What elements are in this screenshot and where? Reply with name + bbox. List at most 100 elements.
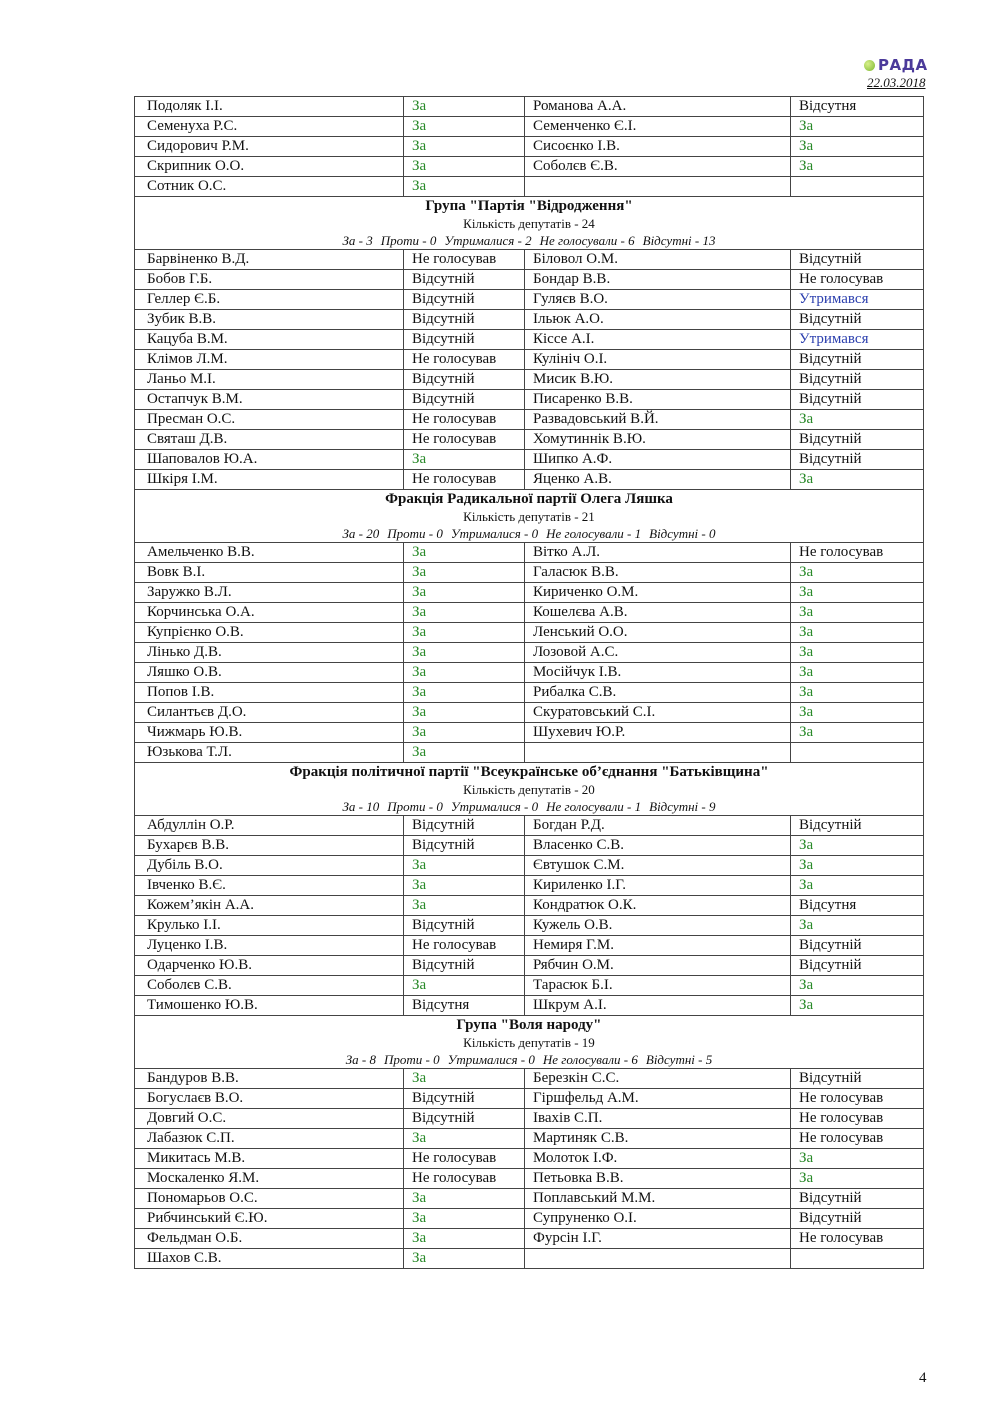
deputy-name: Вітко А.Л. [524, 542, 791, 563]
page-number: 4 [919, 1370, 927, 1386]
deputy-name: Рибалка С.В. [524, 682, 791, 703]
deputy-name: Кіссе А.І. [524, 329, 791, 350]
deputy-vote: Відсутній [403, 955, 525, 976]
deputy-name: Купрієнко О.В. [134, 622, 404, 643]
deputy-name: Кошелєва А.В. [524, 602, 791, 623]
deputy-row: Рибчинський Є.Ю. За Супруненко О.І. Відсутн… [134, 1208, 924, 1229]
group-vote-stats: За - 10 Проти - 0 Утрималися - 0 Не голосув… [135, 798, 923, 815]
deputy-vote: За [403, 1188, 525, 1209]
deputy-vote: За [790, 136, 924, 157]
deputy-vote: За [790, 582, 924, 603]
deputy-row: Абдуллін О.Р. Відсутній Богдан Р.Д. Відсутн… [134, 815, 924, 836]
deputy-row: Микитась М.В. Не голосував Молоток І.Ф. За [134, 1148, 924, 1169]
deputy-vote: Відсутній [790, 349, 924, 370]
document-date: 22.03.2018 [867, 75, 926, 90]
deputy-vote: За [403, 742, 525, 763]
deputy-vote [790, 1248, 924, 1269]
deputy-row: Кожем’якін А.А. За Кондратюк О.К. Відсутня [134, 895, 924, 916]
deputy-row: Заружко В.Л. За Кириченко О.М. За [134, 582, 924, 603]
deputy-row: Кацуба В.М. Відсутній Кіссе А.І. Утримався [134, 329, 924, 350]
deputy-name: Романова А.А. [524, 96, 791, 117]
deputy-vote: Відсутній [403, 835, 525, 856]
deputy-vote: За [403, 682, 525, 703]
group-stat: Відсутні - 5 [645, 1052, 713, 1067]
logo-globe-icon [864, 60, 875, 71]
deputy-vote: Відсутній [403, 815, 525, 836]
deputy-name: Вовк В.І. [134, 562, 404, 583]
deputy-name: Силантьєв Д.О. [134, 702, 404, 723]
deputy-name: Соболєв Є.В. [524, 156, 791, 177]
deputy-vote: Відсутній [403, 289, 525, 310]
deputy-vote: За [403, 642, 525, 663]
deputy-name: Кулініч О.І. [524, 349, 791, 370]
deputy-vote: За [403, 722, 525, 743]
deputy-row: Сотник О.С. За [134, 176, 924, 197]
group-stat: Відсутні - 0 [649, 526, 716, 541]
deputy-name: Мосійчук І.В. [524, 662, 791, 683]
deputy-vote: Відсутній [790, 1208, 924, 1229]
voting-results-table: Подоляк І.І. За Романова А.А. Відсутня Семен… [134, 96, 924, 1269]
deputy-vote: Відсутній [790, 429, 924, 450]
group-stat: Проти - 0 [380, 233, 437, 248]
deputy-vote: Відсутній [403, 1108, 525, 1129]
deputy-row: Одарченко Ю.В. Відсутній Рябчин О.М. Відсут… [134, 955, 924, 976]
deputy-name: Шипко А.Ф. [524, 449, 791, 470]
group-header-row: Група "Воля народу" Кількість депутатів … [134, 1015, 924, 1069]
deputy-row: Шкіря І.М. Не голосував Яценко А.В. За [134, 469, 924, 490]
deputy-vote [790, 176, 924, 197]
deputy-name: Шкіря І.М. [134, 469, 404, 490]
deputy-row: Лабазюк С.П. За Мартиняк С.В. Не голосував [134, 1128, 924, 1149]
deputy-name: Кириченко О.М. [524, 582, 791, 603]
deputy-name: Шкрум А.І. [524, 995, 791, 1016]
deputy-name: Богуслаєв В.О. [134, 1088, 404, 1109]
deputy-vote: Відсутня [790, 895, 924, 916]
deputy-name: Кириленко І.Г. [524, 875, 791, 896]
deputy-row: Бухарєв В.В. Відсутній Власенко С.В. За [134, 835, 924, 856]
deputy-vote: Відсутній [790, 449, 924, 470]
deputy-vote: За [790, 562, 924, 583]
deputy-vote: За [790, 602, 924, 623]
deputy-row: Шахов С.В. За [134, 1248, 924, 1269]
deputy-name: Одарченко Ю.В. [134, 955, 404, 976]
group-stat: Утрималися - 0 [447, 1052, 535, 1067]
deputy-name: Шахов С.В. [134, 1248, 404, 1269]
deputy-name: Абдуллін О.Р. [134, 815, 404, 836]
deputy-vote: Відсутній [403, 269, 525, 290]
group-header-row: Фракція політичної партії "Всеукраїнське… [134, 762, 924, 816]
deputy-name: Микитась М.В. [134, 1148, 404, 1169]
deputy-row: Бобов Г.Б. Відсутній Бондар В.В. Не голосув… [134, 269, 924, 290]
deputy-row: Купрієнко О.В. За Ленський О.О. За [134, 622, 924, 643]
deputy-name: Євтушок С.М. [524, 855, 791, 876]
deputy-row: Юзькова Т.Л. За [134, 742, 924, 763]
deputy-name: Гуляєв В.О. [524, 289, 791, 310]
deputy-name: Бобов Г.Б. [134, 269, 404, 290]
deputy-name: Клімов Л.М. [134, 349, 404, 370]
deputy-row: Корчинська О.А. За Кошелєва А.В. За [134, 602, 924, 623]
deputy-vote: За [790, 995, 924, 1016]
deputy-row: Фельдман О.Б. За Фурсін І.Г. Не голосував [134, 1228, 924, 1249]
deputy-vote: За [790, 835, 924, 856]
deputy-vote: Не голосував [790, 1228, 924, 1249]
deputy-name [524, 176, 791, 197]
deputy-name: Святаш Д.В. [134, 429, 404, 450]
deputy-vote: За [790, 622, 924, 643]
deputy-vote: За [403, 562, 525, 583]
group-stat: За - 8 [345, 1052, 377, 1067]
group-stat: Не голосували - 1 [546, 799, 642, 814]
deputy-vote: Відсутній [403, 309, 525, 330]
group-vote-stats: За - 3 Проти - 0 Утрималися - 2 Не голосува… [135, 232, 923, 249]
deputy-name: Тарасюк Б.І. [524, 975, 791, 996]
deputy-vote: За [790, 662, 924, 683]
deputy-row: Пономарьов О.С. За Поплавський М.М. Відсутн… [134, 1188, 924, 1209]
group-stat: За - 20 [342, 526, 380, 541]
deputy-name: Кужель О.В. [524, 915, 791, 936]
deputy-name: Тимошенко Ю.В. [134, 995, 404, 1016]
group-stat: За - 10 [342, 799, 380, 814]
deputy-name: Юзькова Т.Л. [134, 742, 404, 763]
deputy-name: Бухарєв В.В. [134, 835, 404, 856]
deputy-vote: За [403, 1248, 525, 1269]
deputy-name: Сидорович Р.М. [134, 136, 404, 157]
deputy-row: Ланьо М.І. Відсутній Мисик В.Ю. Відсутній [134, 369, 924, 390]
deputy-name: Яценко А.В. [524, 469, 791, 490]
deputy-vote: Не голосував [790, 542, 924, 563]
